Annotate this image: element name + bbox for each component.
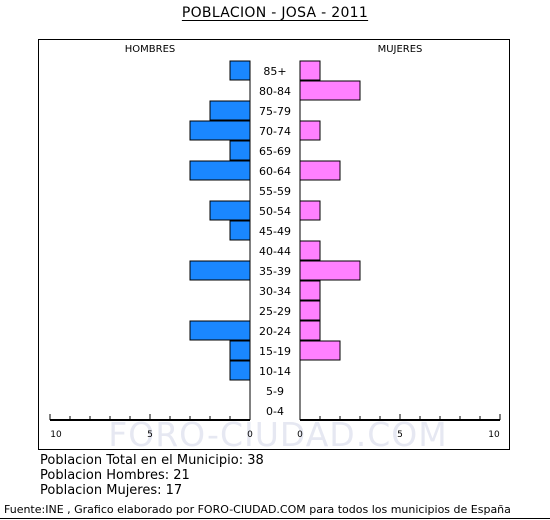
men-tick-label: 10 xyxy=(50,430,62,440)
source-footer: Fuente:INE , Grafico elaborado por FORO-… xyxy=(4,503,511,516)
footer-divider xyxy=(0,518,550,519)
chart-frame xyxy=(38,39,510,450)
age-label-15-19: 15-19 xyxy=(259,345,291,358)
age-label-55-59: 55-59 xyxy=(259,185,291,198)
stat-women: Poblacion Mujeres: 17 xyxy=(40,483,183,498)
age-label-75-79: 75-79 xyxy=(259,105,291,118)
women-bar-25-29 xyxy=(299,300,321,321)
age-label-35-39: 35-39 xyxy=(259,265,291,278)
men-tick-label: 0 xyxy=(247,430,253,440)
women-tick-label: 0 xyxy=(297,430,303,440)
watermark: FORO-CIUDAD.COM xyxy=(108,415,447,454)
age-label-30-34: 30-34 xyxy=(259,285,291,298)
women-bar-70-74 xyxy=(299,120,321,141)
age-label-25-29: 25-29 xyxy=(259,305,291,318)
age-label-10-14: 10-14 xyxy=(259,365,291,378)
women-bar-35-39 xyxy=(299,260,361,281)
men-bar-20-24 xyxy=(189,320,251,341)
women-bar-30-34 xyxy=(299,280,321,301)
women-bar-20-24 xyxy=(299,320,321,341)
age-label-85+: 85+ xyxy=(263,65,286,78)
men-bar-85+ xyxy=(229,60,251,81)
women-bar-80-84 xyxy=(299,80,361,101)
age-label-70-74: 70-74 xyxy=(259,125,291,138)
women-tick-label: 5 xyxy=(397,430,403,440)
men-bar-75-79 xyxy=(209,100,251,121)
men-header: HOMBRES xyxy=(125,44,176,55)
stat-men: Poblacion Hombres: 21 xyxy=(40,468,190,483)
men-bar-70-74 xyxy=(189,120,251,141)
men-bar-50-54 xyxy=(209,200,251,221)
women-bar-85+ xyxy=(299,60,321,81)
age-label-50-54: 50-54 xyxy=(259,205,291,218)
age-label-5-9: 5-9 xyxy=(266,385,284,398)
men-bar-15-19 xyxy=(229,340,251,361)
women-bar-50-54 xyxy=(299,200,321,221)
women-tick-label: 10 xyxy=(488,430,500,440)
women-bar-15-19 xyxy=(299,340,341,361)
men-bar-35-39 xyxy=(189,260,251,281)
age-label-20-24: 20-24 xyxy=(259,325,291,338)
women-bar-40-44 xyxy=(299,240,321,261)
age-label-60-64: 60-64 xyxy=(259,165,291,178)
stat-total: Poblacion Total en el Municipio: 38 xyxy=(40,453,264,468)
men-bar-10-14 xyxy=(229,360,251,381)
age-label-65-69: 65-69 xyxy=(259,145,291,158)
women-bar-60-64 xyxy=(299,160,341,181)
age-label-80-84: 80-84 xyxy=(259,85,291,98)
men-bar-45-49 xyxy=(229,220,251,241)
age-label-45-49: 45-49 xyxy=(259,225,291,238)
men-bar-65-69 xyxy=(229,140,251,161)
chart-title: POBLACION - JOSA - 2011 xyxy=(181,5,369,21)
age-label-40-44: 40-44 xyxy=(259,245,291,258)
men-tick-label: 5 xyxy=(147,430,153,440)
women-header: MUJERES xyxy=(378,44,423,55)
men-bar-60-64 xyxy=(189,160,251,181)
age-label-0-4: 0-4 xyxy=(266,405,284,418)
